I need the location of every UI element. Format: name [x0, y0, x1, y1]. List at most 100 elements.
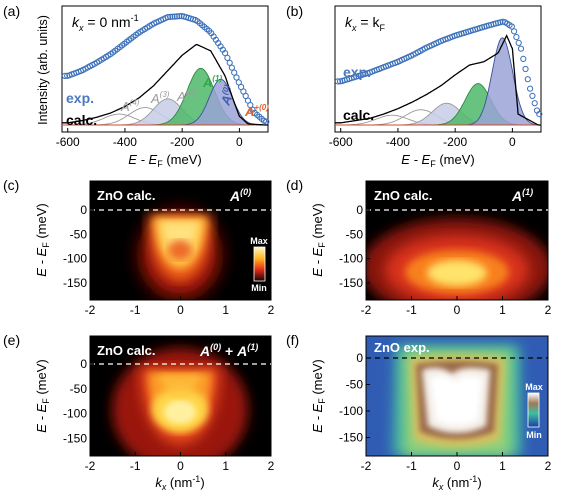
xtick-label: 1 — [499, 459, 506, 473]
panel-a-components — [62, 67, 268, 126]
xtick-label: 2 — [545, 303, 552, 317]
exp-marker — [164, 14, 171, 21]
exp-marker — [529, 92, 536, 100]
exp-marker — [171, 13, 178, 20]
panel-c-ylabel: E - EF (meV) — [34, 203, 51, 276]
panel-e-xticks: -2 -1 0 1 2 — [85, 452, 275, 473]
exp-marker — [522, 65, 529, 73]
xtick-label: 0 — [509, 135, 516, 149]
ytick-label: -100 — [339, 252, 363, 266]
exp-marker — [173, 13, 181, 20]
panel-c: (c) ZnO calc. A(0) Max Min 0-50-100-150 … — [3, 177, 275, 317]
panel-a-label: (a) — [3, 3, 20, 19]
xtick-label: -1 — [406, 459, 417, 473]
xtick-label: 1 — [222, 459, 229, 473]
panel-d-xticks: -2 -1 0 1 2 — [361, 296, 552, 317]
exp-marker — [226, 59, 233, 66]
panel-c-xticks: -2 -1 0 1 2 — [85, 296, 275, 317]
exp-marker — [334, 78, 341, 85]
panel-d: (d) ZnO calc. A(1) 0-50-100-150 -2 -1 0 1 2 … — [286, 177, 552, 317]
panel-f-colorbar-max: Max — [525, 382, 543, 392]
ytick-label: -150 — [63, 432, 87, 446]
panel-a-calc-line — [62, 43, 268, 126]
xtick-label: -2 — [361, 459, 372, 473]
label-A0: A(0) — [216, 83, 238, 108]
panel-b-exp-markers — [334, 18, 543, 118]
panel-e-title: ZnO calc. — [97, 343, 156, 358]
panel-a: (a) Intensity (arb. units) kx = 0 nm-1 e… — [3, 3, 270, 169]
panel-b-xticks: -600 -400 -200 0 — [329, 128, 516, 149]
exp-marker — [517, 45, 525, 52]
xtick-label: 2 — [268, 303, 275, 317]
panel-e-yticks: 0 -50 -100 -150 — [63, 357, 94, 446]
panel-f-title: ZnO exp. — [374, 340, 430, 355]
exp-marker — [513, 34, 520, 41]
panel-b-frame — [334, 5, 542, 133]
ytick-label: -50 — [346, 377, 364, 391]
xtick-label: -1 — [406, 303, 417, 317]
xtick-label: -2 — [85, 303, 96, 317]
exp-marker — [524, 76, 531, 83]
panel-e-component: A(0) + A(1) — [199, 342, 258, 359]
panel-f-xlabel: kx (nm-1) — [432, 474, 481, 492]
exp-marker — [515, 39, 522, 47]
panel-b-calc-label: calc. — [343, 107, 374, 123]
panel-c-yticks: 0 -50 -100 -150 — [63, 203, 94, 290]
exp-marker — [224, 54, 231, 62]
xtick-label: -600 — [329, 135, 353, 149]
xtick-label: 2 — [545, 459, 552, 473]
exp-marker — [176, 13, 183, 20]
ytick-label: -100 — [339, 404, 363, 418]
panel-c-title: ZnO calc. — [97, 188, 156, 203]
panel-c-colorbar — [253, 246, 266, 282]
spectrum-ylabel: Intensity (arb. units) — [36, 15, 50, 125]
exp-marker — [531, 100, 538, 107]
label-A4: A(4) — [120, 98, 140, 114]
xtick-label: 0 — [454, 303, 461, 317]
exp-marker — [263, 118, 270, 125]
xtick-label: -400 — [113, 135, 137, 149]
panel-a-exp-label: exp. — [66, 90, 94, 106]
ytick-label: -50 — [70, 382, 88, 396]
ytick-label: 0 — [356, 203, 363, 217]
xtick-label: 1 — [499, 303, 506, 317]
panel-d-ylabel: E - EF (meV) — [310, 203, 327, 276]
panel-e-heatmap — [90, 336, 271, 456]
xtick-label: 0 — [454, 459, 461, 473]
exp-marker — [228, 64, 235, 71]
panel-f-heatmap — [366, 336, 548, 456]
xtick-label: -2 — [361, 303, 372, 317]
exp-marker — [167, 13, 174, 20]
label-Aplus0: A+(0) — [244, 103, 269, 119]
panel-c-label: (c) — [3, 177, 19, 193]
panel-b-calc-line — [335, 34, 541, 126]
ytick-label: -100 — [63, 252, 87, 266]
panel-d-title: ZnO calc. — [374, 188, 433, 203]
xtick-label: 0 — [177, 303, 184, 317]
exp-marker — [520, 55, 527, 63]
exp-marker — [527, 85, 534, 92]
xtick-label: -400 — [386, 135, 410, 149]
panel-a-kx-label: kx = 0 nm-1 — [72, 13, 139, 33]
panel-b-components — [335, 37, 542, 126]
panel-a-frame — [61, 5, 269, 133]
panel-c-heatmap — [90, 181, 271, 300]
exp-marker — [536, 111, 543, 118]
panel-b-kx-label: kx = kF — [345, 14, 385, 33]
panel-d-label: (d) — [286, 177, 303, 193]
panel-b: (b) kx = kF exp. calc. -600 -400 -200 0 E -… — [286, 3, 543, 169]
exp-marker — [61, 72, 69, 80]
xtick-label: 2 — [268, 459, 275, 473]
label-A2: A(2) — [176, 88, 196, 104]
panel-d-heatmap — [366, 181, 548, 300]
exp-marker — [222, 50, 229, 57]
exp-marker — [169, 13, 176, 20]
panel-b-label: (b) — [286, 3, 303, 19]
panel-c-colorbar-max: Max — [250, 236, 268, 246]
panel-a-calc-label: calc. — [66, 112, 97, 128]
panel-e-ylabel: E - EF (meV) — [34, 359, 51, 432]
panel-e-label: (e) — [3, 332, 20, 348]
exp-marker — [233, 74, 240, 81]
panel-e: (e) ZnO calc. A(0) + A(1) 0 -50 -100 -150 -… — [3, 332, 275, 492]
